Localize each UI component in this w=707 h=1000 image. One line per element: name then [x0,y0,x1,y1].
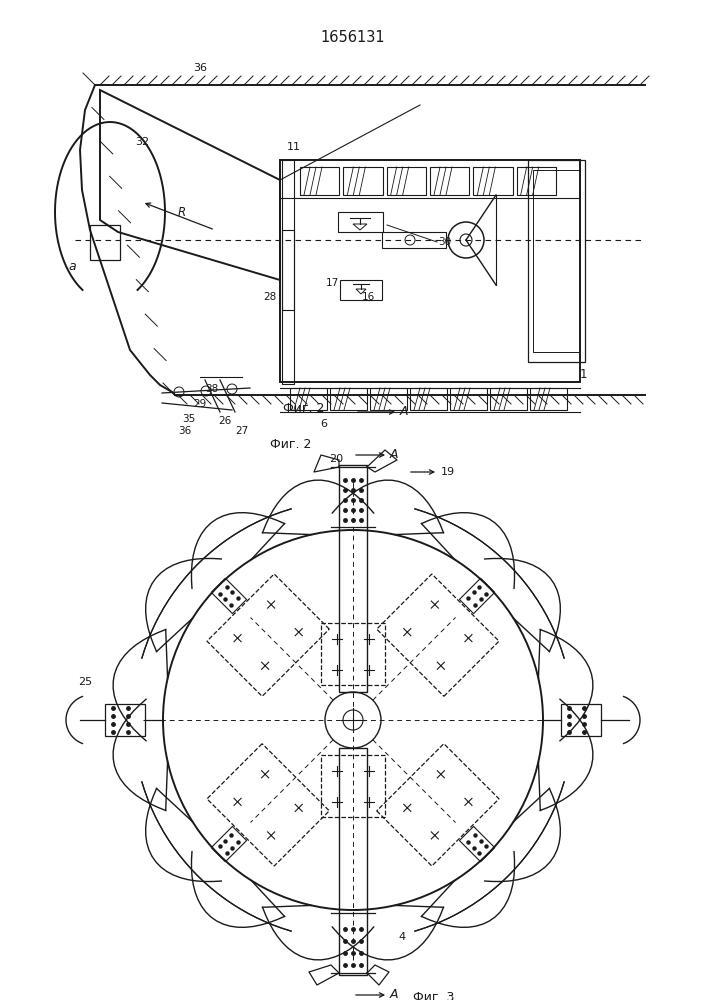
Text: а: а [68,260,76,273]
Bar [300,167,339,195]
Bar [90,225,120,260]
Bar [344,167,382,195]
Bar [370,388,407,410]
Text: 27: 27 [235,426,248,436]
Bar [282,230,294,310]
Bar [528,160,585,362]
Text: A: A [390,988,399,1000]
Text: A: A [400,405,409,418]
Bar [533,170,580,352]
Text: 32: 32 [135,137,149,147]
Text: 17: 17 [326,278,339,288]
Text: 19: 19 [441,467,455,477]
Bar [321,755,385,817]
Bar [450,388,487,410]
Bar [517,167,556,195]
Text: Фиг. 3: Фиг. 3 [413,991,455,1000]
Bar [338,212,383,232]
Text: 29: 29 [193,399,206,409]
Bar [490,388,527,410]
Text: 28: 28 [263,292,276,302]
Text: A: A [390,448,399,461]
Bar [530,388,567,410]
Text: 38: 38 [205,384,218,394]
Bar [339,465,367,692]
Bar [382,232,446,248]
Text: Фиг. 2: Фиг. 2 [283,402,325,415]
Text: 6: 6 [320,419,327,429]
Text: 4: 4 [398,932,405,942]
Bar [330,388,367,410]
Text: 16: 16 [362,292,375,302]
Bar [280,160,580,382]
Bar [387,167,426,195]
Text: 36: 36 [178,426,192,436]
Text: 36: 36 [193,63,207,73]
Text: 30: 30 [438,237,451,247]
Text: 25: 25 [78,677,92,687]
Text: R: R [178,206,186,219]
Text: Фиг. 2: Фиг. 2 [270,438,311,451]
Bar [561,704,601,736]
Text: 1: 1 [580,368,588,381]
Bar [105,704,145,736]
Bar [340,280,382,300]
Bar [290,388,327,410]
Bar [410,388,447,410]
Text: 26: 26 [218,416,231,426]
Bar [282,160,294,384]
Bar [339,748,367,975]
Bar [473,167,513,195]
Text: 20: 20 [329,454,343,464]
Text: 11: 11 [287,142,301,152]
Bar [430,167,469,195]
Bar [321,623,385,685]
Text: 1656131: 1656131 [321,29,385,44]
Text: 35: 35 [182,414,195,424]
